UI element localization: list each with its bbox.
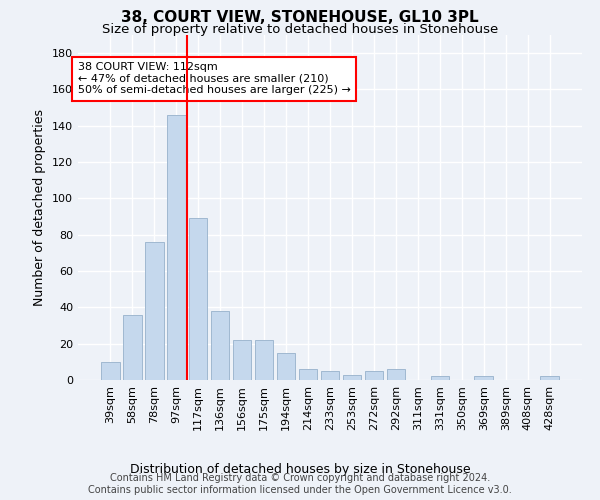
Bar bbox=[386, 369, 405, 380]
Text: 38 COURT VIEW: 112sqm
← 47% of detached houses are smaller (210)
50% of semi-det: 38 COURT VIEW: 112sqm ← 47% of detached … bbox=[78, 62, 351, 96]
Bar bbox=[541, 376, 559, 380]
Bar bbox=[343, 374, 361, 380]
Bar bbox=[145, 242, 164, 380]
Text: Distribution of detached houses by size in Stonehouse: Distribution of detached houses by size … bbox=[130, 462, 470, 475]
Y-axis label: Number of detached properties: Number of detached properties bbox=[34, 109, 46, 306]
Bar bbox=[123, 314, 142, 380]
Bar bbox=[299, 369, 317, 380]
Bar bbox=[277, 353, 295, 380]
Text: 38, COURT VIEW, STONEHOUSE, GL10 3PL: 38, COURT VIEW, STONEHOUSE, GL10 3PL bbox=[121, 10, 479, 25]
Text: Size of property relative to detached houses in Stonehouse: Size of property relative to detached ho… bbox=[102, 22, 498, 36]
Bar bbox=[233, 340, 251, 380]
Bar bbox=[365, 371, 383, 380]
Bar bbox=[255, 340, 274, 380]
Text: Contains HM Land Registry data © Crown copyright and database right 2024.
Contai: Contains HM Land Registry data © Crown c… bbox=[88, 474, 512, 495]
Bar bbox=[211, 311, 229, 380]
Bar bbox=[189, 218, 208, 380]
Bar bbox=[320, 371, 340, 380]
Bar bbox=[431, 376, 449, 380]
Bar bbox=[475, 376, 493, 380]
Bar bbox=[167, 115, 185, 380]
Bar bbox=[101, 362, 119, 380]
